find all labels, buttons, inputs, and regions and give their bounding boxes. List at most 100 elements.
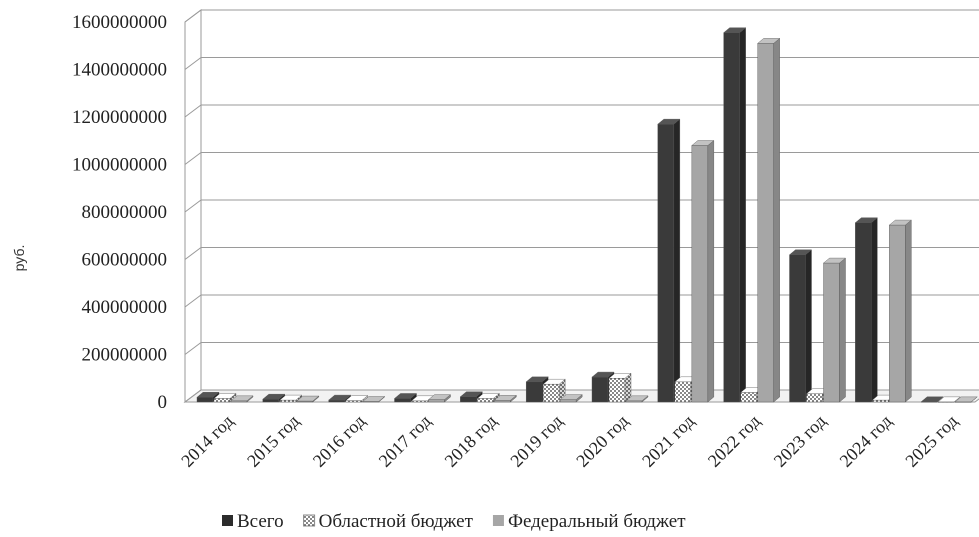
x-tick-label: 2017 год: [375, 411, 435, 471]
y-tick-label: 600000000: [82, 250, 168, 271]
bar: [920, 396, 944, 403]
bar-top: [476, 393, 500, 399]
bar-front: [872, 399, 889, 403]
bar-side: [905, 219, 912, 403]
legend-item: Всего: [222, 511, 284, 532]
bar: [345, 395, 369, 403]
bar: [723, 27, 747, 403]
bar-front: [559, 399, 577, 403]
x-tick-label: 2023 год: [770, 411, 830, 471]
bar-front: [328, 399, 345, 403]
bar-front: [345, 400, 362, 403]
bar: [542, 378, 566, 403]
bar-top: [296, 395, 320, 402]
bar-top: [691, 140, 715, 146]
y-tick-label: 1000000000: [72, 155, 167, 176]
y-tick-label: 200000000: [82, 345, 168, 366]
x-tick-label: 2015 год: [243, 411, 303, 471]
bar-side: [773, 37, 780, 403]
bar-top: [788, 249, 813, 255]
bar-top: [427, 394, 452, 400]
legend-item: Областной бюджет: [303, 511, 474, 532]
bar-top: [854, 217, 878, 223]
bar-front: [394, 398, 411, 403]
bar: [691, 140, 715, 403]
bar: [937, 396, 961, 403]
bar: [625, 395, 649, 403]
gridline: [184, 152, 979, 165]
bar-front: [477, 398, 494, 403]
bar: [757, 37, 781, 403]
bar: [230, 395, 254, 403]
gridline: [184, 57, 979, 70]
bar-top: [213, 393, 237, 399]
bar: [427, 394, 452, 403]
bar-front: [723, 32, 740, 403]
bar-front: [789, 254, 806, 403]
bar-top: [525, 376, 549, 383]
bar-top: [888, 219, 912, 226]
bar-front: [691, 145, 709, 403]
bar-front: [806, 393, 823, 403]
bar-side: [739, 27, 746, 403]
bar-front: [460, 396, 477, 403]
gridline: [184, 199, 979, 213]
bar-top: [954, 396, 978, 403]
legend-swatch: [222, 515, 233, 526]
legend-label: Всего: [237, 511, 284, 532]
bar-top: [657, 118, 681, 125]
y-axis-label: руб.: [11, 245, 27, 272]
bar-front: [657, 123, 675, 403]
x-tick-label: 2020 год: [572, 411, 632, 471]
bar-front: [213, 398, 231, 403]
y-tick-label: 1600000000: [72, 12, 167, 33]
bar-front: [608, 378, 626, 403]
bar-front: [279, 399, 297, 403]
y-tick-label: 0: [158, 392, 168, 413]
bar-front: [855, 222, 872, 403]
bar: [213, 393, 237, 403]
bar: [657, 118, 681, 403]
bar-top: [362, 396, 386, 402]
bar-top: [920, 396, 944, 402]
bar-front: [674, 381, 692, 403]
bar-top: [723, 27, 747, 33]
legend-label: Областной бюджет: [319, 511, 474, 532]
bar: [362, 396, 386, 403]
bar: [888, 219, 912, 403]
bar-top: [328, 394, 352, 401]
bar-top: [757, 38, 781, 44]
bar: [822, 257, 847, 403]
bar-side: [805, 249, 812, 403]
x-tick-label: 2025 год: [901, 411, 961, 471]
bar-side: [839, 257, 846, 403]
bar-front: [525, 381, 543, 403]
bar-top: [625, 395, 649, 402]
bar-top: [608, 373, 632, 379]
bar-front: [591, 376, 609, 403]
bar-top: [262, 393, 286, 400]
x-tick-labels: 2014 год 2015 год 2016 год 2017 год 2018 год…: [177, 411, 961, 471]
x-tick-label: 2021 год: [638, 411, 698, 471]
bar-front: [494, 400, 511, 403]
bar-top: [542, 378, 566, 385]
y-tick-labels: 0 200000000 400000000 600000000 800000000 100…: [72, 12, 167, 413]
bar-top: [559, 394, 583, 400]
legend-swatch: [492, 515, 504, 526]
bar-side: [871, 217, 878, 403]
bar-front: [757, 43, 774, 403]
bar: [788, 249, 813, 403]
x-tick-label: 2014 год: [177, 411, 237, 471]
bar: [854, 217, 878, 403]
bar-top: [459, 391, 483, 397]
bar: [262, 393, 286, 403]
legend-label: Федеральный бюджет: [508, 511, 686, 532]
bar-top: [230, 395, 254, 402]
bar: [559, 394, 583, 403]
bar-front: [428, 399, 445, 403]
bar: [954, 396, 978, 403]
bar-top: [937, 396, 961, 403]
x-tick-label: 2018 год: [441, 411, 501, 471]
bar-top: [345, 395, 369, 401]
